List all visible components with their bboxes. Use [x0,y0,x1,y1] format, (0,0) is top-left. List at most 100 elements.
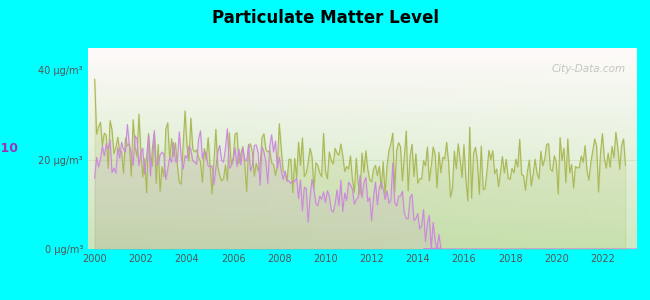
Bar [88,157,637,158]
Bar [88,106,637,108]
Bar [88,80,637,82]
Bar [88,88,637,90]
Bar [88,48,93,249]
Bar [88,167,637,169]
Bar [126,48,132,249]
Bar [88,58,637,60]
Bar [88,231,637,233]
Bar [390,48,395,249]
Y-axis label: PM10: PM10 [0,142,19,155]
Bar [88,128,637,130]
Bar [412,48,417,249]
Bar [88,48,637,50]
Bar [615,48,621,249]
Bar [88,225,637,227]
Bar [593,48,599,249]
Bar [225,48,231,249]
Bar [428,48,434,249]
Bar [88,98,637,100]
Bar [88,213,637,215]
Bar [560,48,566,249]
Bar [88,74,637,76]
Bar [88,54,637,56]
Bar [88,78,637,80]
Bar [566,48,571,249]
Bar [445,48,450,249]
Bar [88,126,637,128]
Bar [88,239,637,241]
Bar [88,148,637,151]
Bar [384,48,390,249]
Bar [88,122,637,124]
Bar [88,207,637,209]
Bar [363,48,368,249]
Bar [401,48,406,249]
Bar [88,171,637,172]
Bar [88,138,637,140]
Bar [88,64,637,66]
Bar [88,130,637,132]
Bar [88,183,637,185]
Bar [88,66,637,68]
Bar [621,48,626,249]
Bar [88,178,637,181]
Bar [417,48,422,249]
Bar [88,132,637,134]
Bar [88,227,637,229]
Bar [274,48,280,249]
Bar [373,48,379,249]
Bar [483,48,489,249]
Bar [88,201,637,203]
Bar [88,70,637,72]
Bar [88,199,637,201]
Bar [88,116,637,118]
Bar [543,48,549,249]
Bar [88,108,637,110]
Bar [88,96,637,98]
Bar [302,48,307,249]
Bar [357,48,362,249]
Bar [242,48,247,249]
Bar [88,124,637,126]
Bar [88,158,637,160]
Bar [538,48,543,249]
Bar [88,52,637,54]
Bar [335,48,341,249]
Bar [577,48,582,249]
Bar [88,118,637,120]
Bar [88,112,637,114]
Bar [88,247,637,249]
Bar [588,48,593,249]
Bar [88,50,637,52]
Bar [137,48,142,249]
Bar [263,48,269,249]
Bar [88,136,637,138]
Bar [164,48,170,249]
Bar [318,48,324,249]
Bar [88,145,637,146]
Bar [88,211,637,213]
Bar [88,203,637,205]
Bar [88,219,637,221]
Bar [341,48,346,249]
Bar [582,48,588,249]
Bar [478,48,483,249]
Bar [88,169,637,171]
Bar [88,110,637,112]
Bar [532,48,538,249]
Bar [632,48,637,249]
Bar [88,177,637,178]
Bar [192,48,198,249]
Bar [88,237,637,239]
Bar [88,92,637,94]
Bar [148,48,153,249]
Bar [88,142,637,145]
Bar [395,48,401,249]
Bar [599,48,604,249]
Bar [88,94,637,96]
Bar [88,172,637,175]
Bar [209,48,214,249]
Bar [88,193,637,195]
Bar [554,48,560,249]
Bar [115,48,121,249]
